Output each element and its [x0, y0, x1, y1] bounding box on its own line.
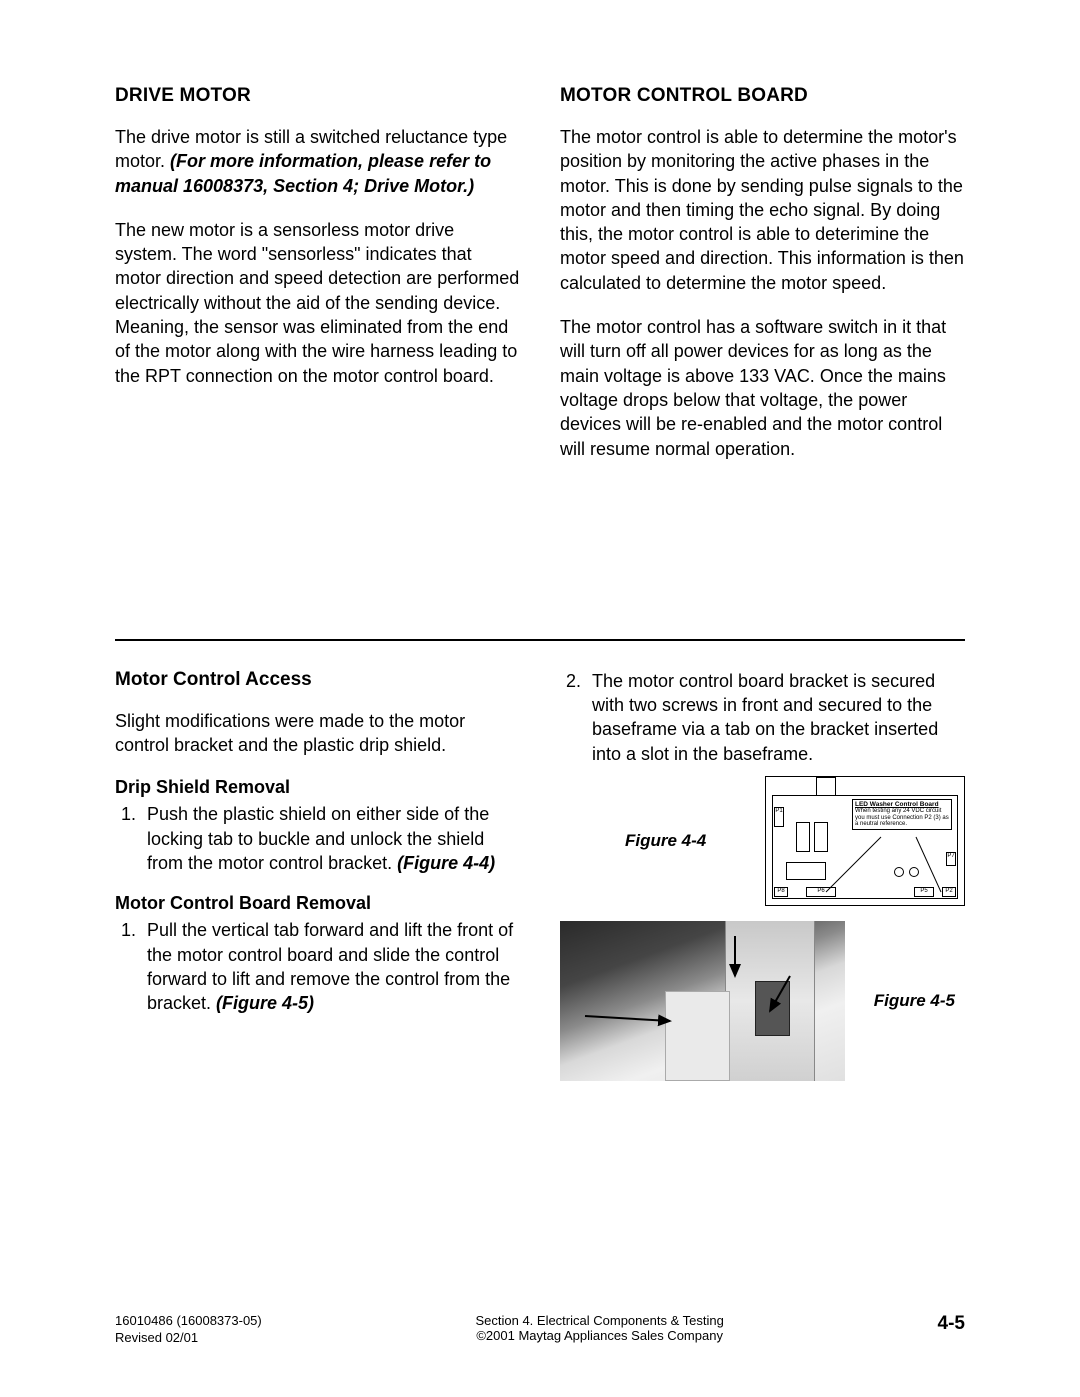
- figure-4-5-label: Figure 4-5: [874, 991, 955, 1011]
- board-removal-heading: Motor Control Board Removal: [115, 893, 520, 914]
- board-removal-step-2: The motor control board bracket is secur…: [586, 669, 965, 766]
- bottom-section: Motor Control Access Slight modification…: [115, 669, 965, 1091]
- motor-control-p2: The motor control has a software switch …: [560, 315, 965, 461]
- chip-icon: [786, 862, 826, 880]
- drive-motor-p1: The drive motor is still a switched relu…: [115, 125, 520, 198]
- motor-control-access-p: Slight modifications were made to the mo…: [115, 709, 520, 758]
- hole-icon: [894, 867, 904, 877]
- board-note-box: LED Washer Control Board When testing an…: [852, 799, 952, 830]
- footer-revised: Revised 02/01: [115, 1330, 262, 1347]
- connector-p5: P5: [914, 887, 934, 897]
- connector-p6: P6: [806, 887, 836, 897]
- right-column: MOTOR CONTROL BOARD The motor control is…: [560, 85, 965, 481]
- motor-control-access-heading: Motor Control Access: [115, 669, 520, 691]
- connector-p8: P8: [774, 887, 788, 897]
- drive-motor-p2: The new motor is a sensorless motor driv…: [115, 218, 520, 388]
- top-section: DRIVE MOTOR The drive motor is still a s…: [115, 85, 965, 481]
- figure-4-5: Figure 4-5: [560, 921, 965, 1091]
- motor-control-p1: The motor control is able to determine t…: [560, 125, 965, 295]
- footer-center: Section 4. Electrical Components & Testi…: [262, 1313, 938, 1343]
- connector-p2: P2: [942, 887, 956, 897]
- control-board-diagram: LED Washer Control Board When testing an…: [765, 776, 965, 906]
- drive-motor-heading: DRIVE MOTOR: [115, 85, 520, 107]
- connector-p7: P7: [946, 852, 956, 866]
- section-rule: [115, 639, 965, 641]
- figure-4-4-wrap: Figure 4-4 LED Washer Control Board When…: [560, 776, 965, 1091]
- figure-4-4-label: Figure 4-4: [625, 831, 706, 851]
- figure-4-4: Figure 4-4 LED Washer Control Board When…: [560, 776, 965, 911]
- footer-doc-id: 16010486 (16008373-05): [115, 1313, 262, 1330]
- bracket-photo: [560, 921, 845, 1081]
- footer-section: Section 4. Electrical Components & Testi…: [262, 1313, 938, 1328]
- board-removal-step-1-text: Pull the vertical tab forward and lift t…: [147, 920, 513, 1013]
- page-footer: 16010486 (16008373-05) Revised 02/01 Sec…: [115, 1313, 965, 1347]
- spacer: [115, 481, 965, 639]
- connector-p1: P1: [774, 807, 784, 827]
- chip-icon: [814, 822, 828, 852]
- board-tab-icon: [816, 777, 836, 795]
- board-note: When testing any 24 VDC circuit you must…: [855, 808, 949, 828]
- hole-icon: [909, 867, 919, 877]
- footer-left: 16010486 (16008373-05) Revised 02/01: [115, 1313, 262, 1347]
- motor-control-heading: MOTOR CONTROL BOARD: [560, 85, 965, 107]
- drip-shield-step-1-ref: (Figure 4-4): [397, 853, 495, 873]
- footer-page-number: 4-5: [938, 1313, 965, 1335]
- bottom-left-column: Motor Control Access Slight modification…: [115, 669, 520, 1091]
- chip-icon: [796, 822, 810, 852]
- board-title: LED Washer Control Board: [855, 801, 949, 808]
- board-removal-step-1-ref: (Figure 4-5): [216, 993, 314, 1013]
- board-removal-list-cont: The motor control board bracket is secur…: [560, 669, 965, 766]
- bottom-right-column: The motor control board bracket is secur…: [560, 669, 965, 1091]
- drive-motor-p1-ref: (For more information, please refer to m…: [115, 151, 491, 195]
- drip-shield-heading: Drip Shield Removal: [115, 777, 520, 798]
- drip-shield-list: Push the plastic shield on either side o…: [115, 802, 520, 875]
- left-column: DRIVE MOTOR The drive motor is still a s…: [115, 85, 520, 481]
- board-removal-step-1: Pull the vertical tab forward and lift t…: [141, 918, 520, 1015]
- photo-arrows-icon: [560, 921, 845, 1081]
- footer-copyright: ©2001 Maytag Appliances Sales Company: [262, 1328, 938, 1343]
- drip-shield-step-1: Push the plastic shield on either side o…: [141, 802, 520, 875]
- board-removal-list: Pull the vertical tab forward and lift t…: [115, 918, 520, 1015]
